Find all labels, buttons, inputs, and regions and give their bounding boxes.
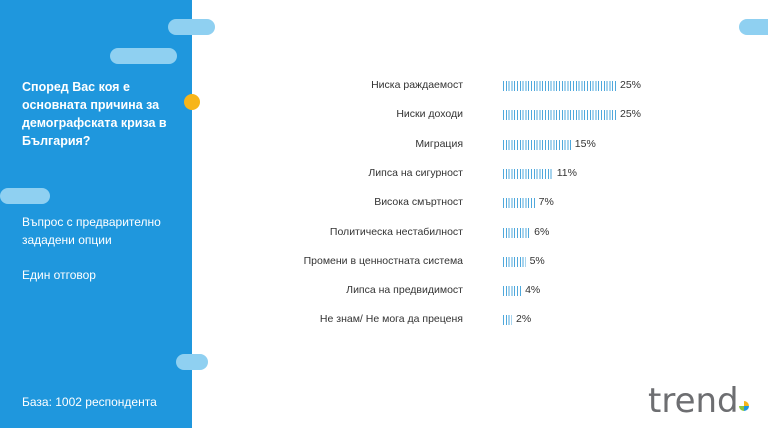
sample-base: База: 1002 респондента bbox=[22, 395, 157, 409]
category-label: Липса на сигурност bbox=[368, 166, 463, 179]
value-label: 11% bbox=[556, 166, 577, 179]
trend-logo: trend bbox=[648, 381, 749, 420]
value-label: 6% bbox=[534, 225, 550, 238]
logo-dot-segment bbox=[744, 401, 749, 406]
value-label: 15% bbox=[574, 137, 596, 150]
logo-text: trend bbox=[648, 381, 739, 420]
bar bbox=[503, 256, 526, 267]
value-label: 25% bbox=[620, 108, 642, 121]
decorative-pill bbox=[176, 354, 208, 370]
value-label: 5% bbox=[529, 254, 545, 267]
category-label: Не знам/ Не мога да преценя bbox=[319, 313, 463, 326]
value-label: 7% bbox=[538, 196, 554, 209]
category-label: Политическа нестабилност bbox=[329, 225, 463, 238]
bar bbox=[503, 81, 616, 91]
logo-dot-segment bbox=[739, 406, 744, 411]
category-label: Ниски доходи bbox=[396, 108, 463, 121]
bar bbox=[503, 315, 513, 326]
question-type: Въпрос с предварително зададени опции bbox=[22, 215, 161, 247]
category-label: Миграция bbox=[415, 137, 463, 150]
decorative-dot bbox=[184, 94, 200, 110]
question-title: Според Вас коя е основната причина за де… bbox=[22, 80, 167, 148]
bar bbox=[503, 168, 553, 179]
category-label: Липса на предвидимост bbox=[346, 284, 463, 297]
bar bbox=[503, 286, 522, 297]
decorative-pill bbox=[110, 48, 177, 64]
bar bbox=[503, 139, 571, 150]
value-label: 4% bbox=[525, 284, 541, 297]
bar bbox=[503, 110, 616, 121]
decorative-pill bbox=[0, 188, 50, 204]
answer-type: Един отговор bbox=[22, 268, 96, 282]
left-panel bbox=[0, 0, 192, 428]
decorative-pill bbox=[739, 19, 768, 35]
value-label: 2% bbox=[516, 313, 532, 326]
bar bbox=[503, 227, 531, 238]
value-label: 25% bbox=[620, 79, 642, 91]
category-label: Ниска раждаемост bbox=[371, 79, 463, 91]
bar bbox=[503, 198, 535, 209]
decorative-pill bbox=[168, 19, 215, 35]
category-label: Висока смъртност bbox=[374, 196, 463, 209]
category-label: Промени в ценностната система bbox=[303, 254, 463, 267]
logo-dot-segment bbox=[744, 406, 749, 411]
